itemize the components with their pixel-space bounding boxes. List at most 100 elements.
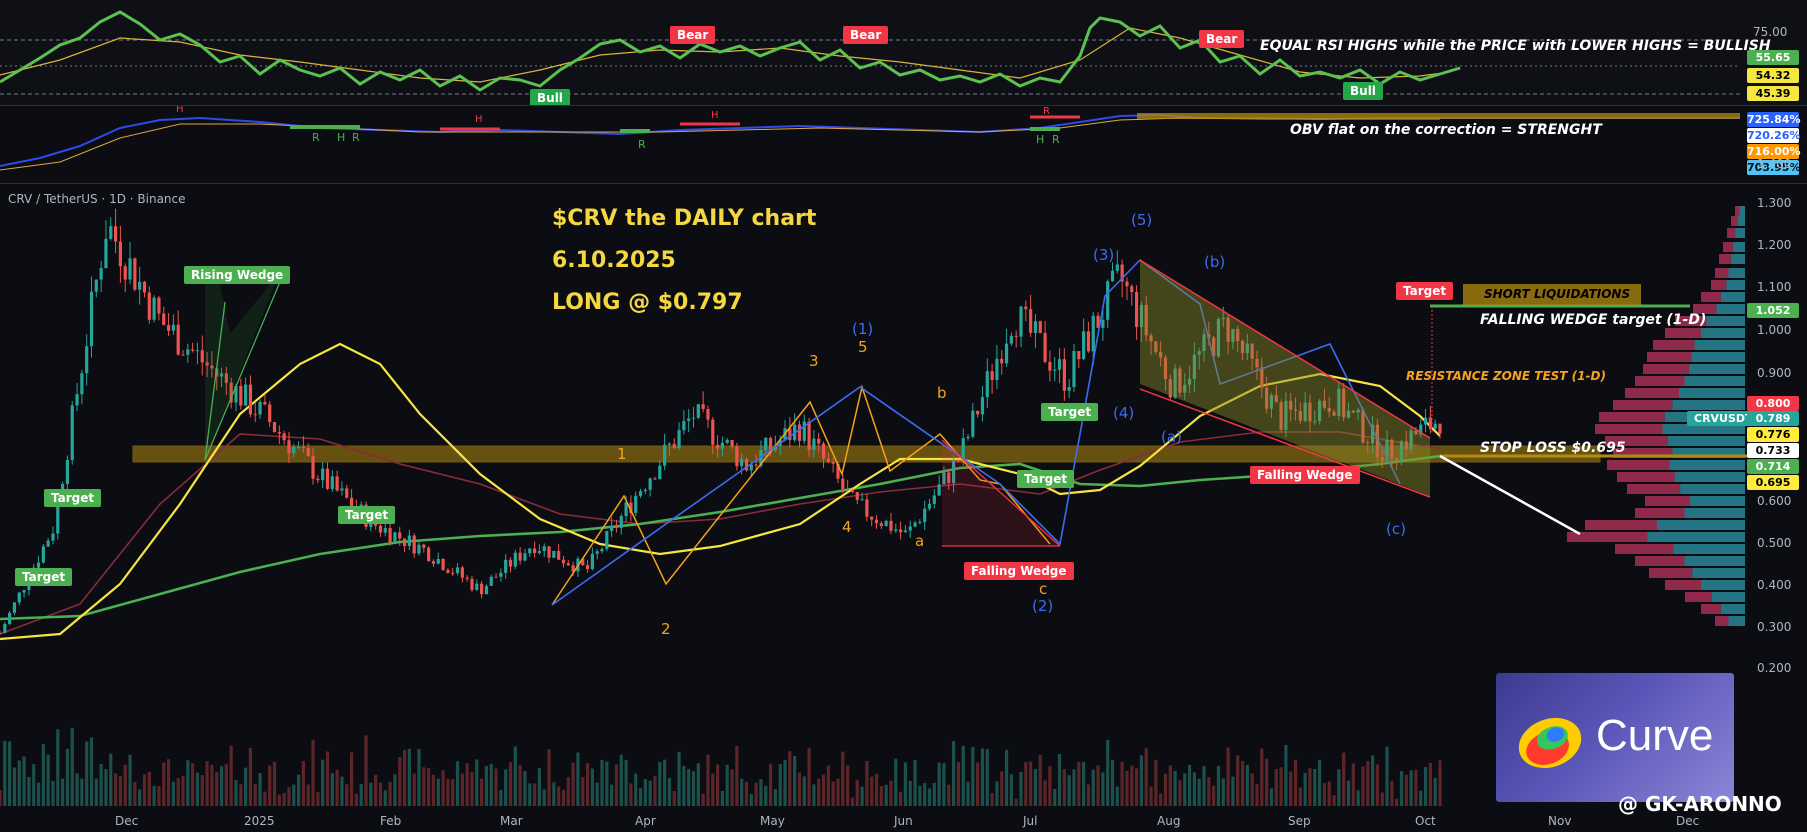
volume-bar (427, 768, 431, 806)
candle-body (927, 503, 932, 509)
volume-bar (653, 775, 657, 806)
candle-body (1183, 384, 1187, 393)
volume-bar (104, 769, 108, 806)
volume-bar (1250, 773, 1254, 806)
volume-bar (1317, 759, 1322, 806)
candle-body (484, 585, 489, 595)
volume-profile-bar (1635, 376, 1685, 386)
candle-body (817, 438, 821, 444)
volume-profile-bar (1595, 424, 1663, 434)
candle-body (648, 478, 652, 490)
volume-bar (956, 762, 960, 806)
volume-profile-bar (1739, 206, 1745, 216)
volume-bar (528, 783, 532, 806)
candle-body (431, 561, 436, 564)
candle-body (56, 499, 60, 534)
volume-profile-bar (1723, 242, 1733, 252)
volume-bar (1366, 761, 1370, 806)
candle-body (349, 497, 354, 508)
candle-body (1125, 281, 1129, 287)
volume-profile-bar (1694, 340, 1745, 350)
symbol-title[interactable]: CRV / TetherUS · 1D · Binance (8, 192, 186, 206)
volume-bar (335, 769, 339, 806)
volume-profile-bar (1679, 388, 1745, 398)
time-axis[interactable]: Dec 2025 Feb Mar Apr May Jun Jul Aug Sep… (0, 812, 1807, 832)
volume-bar (576, 752, 580, 806)
volume-bar (764, 785, 768, 806)
candle-body (682, 421, 686, 431)
time-axis-label: Feb (380, 814, 402, 828)
volume-bar (494, 768, 498, 806)
candle-body (8, 612, 12, 625)
candle-body (831, 462, 835, 464)
candle-body (1414, 430, 1418, 435)
volume-bar (407, 748, 411, 806)
candle-body (306, 448, 310, 456)
volume-bar (870, 776, 874, 806)
wave-label-3: 3 (809, 352, 819, 370)
volume-profile-bar (1617, 472, 1675, 482)
candle-body (826, 458, 830, 463)
volume-bar (446, 778, 450, 806)
candle-body (1057, 359, 1062, 370)
volume-bar (1274, 768, 1278, 806)
volume-profile-bar (1673, 544, 1745, 554)
volume-bar (542, 789, 546, 806)
volume-bar (629, 783, 633, 806)
candle-body (951, 460, 956, 484)
volume-profile-bar (1693, 304, 1717, 314)
candle-body (1077, 351, 1081, 360)
volume-bar (248, 748, 253, 806)
volume-bar (691, 771, 696, 806)
candle-body (764, 437, 768, 451)
candle-body (634, 495, 638, 513)
candle-body (1202, 334, 1206, 352)
candle-body (311, 455, 315, 479)
candle-body (181, 354, 185, 356)
volume-bar (696, 763, 700, 806)
volume-bar (1255, 784, 1259, 806)
volume-bar (65, 748, 70, 806)
candle-body (561, 559, 566, 564)
volume-bar (1385, 746, 1389, 806)
volume-bar (1139, 755, 1144, 806)
volume-bar (205, 761, 209, 806)
volume-profile-bar (1701, 580, 1745, 590)
volume-bar (171, 781, 175, 806)
volume-bar (841, 751, 845, 806)
volume-bar (1082, 761, 1086, 806)
volume-bar (51, 780, 55, 806)
volume-bar (1178, 780, 1182, 806)
candle-body (687, 418, 691, 422)
candle-body (788, 428, 792, 441)
candle-body (470, 578, 474, 590)
volume-bar (398, 757, 402, 806)
volume-bar (1260, 748, 1264, 806)
price-axis-label: 0.900 (1757, 366, 1792, 380)
obv-marker-r4: R (1043, 106, 1050, 117)
rsi-tag-45: 45.39 (1747, 86, 1799, 101)
volume-bar (508, 762, 513, 806)
candle-body (1009, 335, 1013, 344)
volume-bar (441, 770, 445, 806)
volume-bar (730, 769, 734, 806)
wave-label-(2): (2) (1032, 597, 1053, 615)
candle-body (1438, 423, 1442, 434)
volume-bar (263, 791, 267, 806)
candle-body (157, 297, 161, 314)
volume-bar (1327, 781, 1331, 806)
volume-profile-bar (1727, 228, 1736, 238)
wave-label-(c): (c) (1386, 520, 1406, 538)
candle-body (508, 559, 513, 567)
volume-bar (523, 771, 527, 806)
candle-body (870, 516, 874, 520)
volume-bar (783, 760, 787, 806)
volume-bar (889, 780, 893, 806)
volume-bar (1014, 798, 1018, 806)
volume-bar (1096, 765, 1100, 806)
candle-body (41, 546, 45, 563)
volume-bar (1423, 767, 1428, 806)
volume-bar (976, 762, 980, 806)
volume-bar (1048, 766, 1052, 806)
volume-bar (244, 767, 248, 806)
